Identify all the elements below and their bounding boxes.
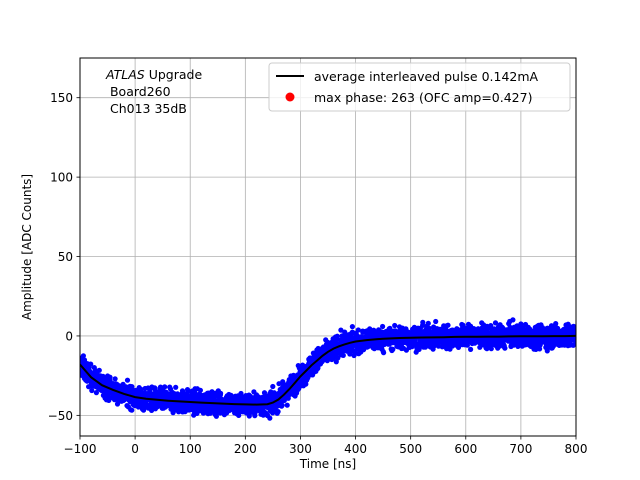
x-tick-label: 0: [131, 442, 139, 456]
scatter-point: [425, 320, 431, 326]
scatter-point: [488, 323, 494, 329]
scatter-point: [433, 318, 439, 325]
scatter-point: [544, 348, 550, 354]
scatter-point: [80, 353, 86, 359]
scatter-point: [340, 352, 346, 358]
scatter-point: [124, 377, 131, 383]
x-axis-label: Time [ns]: [299, 457, 356, 471]
scatter-point: [518, 321, 524, 327]
scatter-point: [445, 322, 451, 328]
x-tick-label: 200: [234, 442, 257, 456]
x-tick-label: 500: [399, 442, 422, 456]
scatter-point: [390, 346, 396, 352]
y-tick-label: 150: [50, 91, 73, 105]
scatter-point: [464, 342, 470, 348]
scatter-point: [303, 381, 309, 387]
y-axis-label: Amplitude [ADC Counts]: [20, 174, 34, 320]
legend-entry-max-phase: max phase: 263 (OFC amp=0.427): [314, 90, 532, 105]
annotation-upgrade: Upgrade: [145, 67, 203, 82]
x-tick-label: −100: [64, 442, 97, 456]
legend: average interleaved pulse 0.142mA max ph…: [268, 62, 571, 112]
scatter-point: [197, 387, 203, 393]
scatter-point: [93, 390, 99, 396]
scatter-point: [213, 413, 219, 419]
scatter-point: [381, 350, 387, 356]
scatter-point: [355, 327, 361, 333]
x-tick-label: 700: [509, 442, 532, 456]
scatter-point: [129, 407, 135, 413]
scatter-point: [492, 320, 499, 326]
x-ticks: −100 0 100 200 300 400 500 600 700 800: [64, 436, 588, 456]
y-tick-label: 50: [58, 250, 73, 264]
scatter-point: [281, 397, 287, 404]
scatter-point: [537, 346, 543, 352]
scatter-point: [267, 415, 273, 421]
scatter-point: [275, 409, 281, 415]
scatter-point: [112, 376, 118, 382]
scatter-point: [236, 412, 242, 418]
x-tick-label: 600: [454, 442, 477, 456]
plot-frame: [79, 57, 577, 437]
y-tick-label: −50: [48, 409, 73, 423]
scatter-point: [284, 402, 290, 408]
scatter-point: [477, 344, 483, 350]
y-tick-label: 0: [65, 329, 73, 343]
scatter-point: [335, 355, 341, 361]
average-pulse-line: [80, 334, 576, 406]
scatter-band: [80, 317, 576, 421]
scatter-point: [89, 387, 95, 394]
annotation-channel: Ch013 35dB: [106, 101, 187, 116]
scatter-point: [553, 321, 559, 327]
annotation-board: Board260: [106, 84, 171, 99]
y-tick-label: 100: [50, 171, 73, 185]
scatter-point: [488, 346, 494, 352]
x-tick-label: 400: [344, 442, 367, 456]
scatter-point: [460, 322, 466, 328]
scatter-point: [392, 322, 398, 329]
scatter-point: [349, 324, 355, 330]
scatter-point: [88, 361, 94, 367]
scatter-point: [173, 384, 179, 390]
x-tick-label: 800: [565, 442, 588, 456]
scatter-point: [496, 343, 502, 349]
legend-point-marker: [285, 92, 295, 102]
scatter-point: [246, 413, 252, 419]
scatter-point: [468, 346, 474, 352]
y-ticks: −50 0 50 100 150: [48, 91, 80, 423]
x-tick-label: 300: [289, 442, 312, 456]
scatter-point: [572, 338, 576, 344]
svg-text:ATLAS Upgrade: ATLAS Upgrade: [105, 67, 202, 82]
scatter-point: [510, 317, 516, 323]
scatter-point: [270, 383, 276, 390]
scatter-point: [571, 324, 576, 330]
scatter-point: [114, 401, 121, 407]
annotation: ATLAS Upgrade Board260 Ch013 35dB: [105, 67, 202, 116]
scatter-point: [380, 323, 386, 330]
x-tick-label: 100: [179, 442, 202, 456]
legend-entry-average: average interleaved pulse 0.142mA: [314, 69, 539, 84]
scatter-point: [218, 390, 224, 396]
scatter-point: [279, 402, 285, 408]
annotation-atlas: ATLAS: [105, 67, 145, 82]
scatter-point: [162, 384, 168, 390]
legend-box: [268, 62, 571, 112]
scatter-point: [96, 367, 102, 373]
scatter-point: [502, 345, 508, 351]
scatter-point: [426, 325, 432, 331]
scatter-point: [347, 351, 353, 357]
